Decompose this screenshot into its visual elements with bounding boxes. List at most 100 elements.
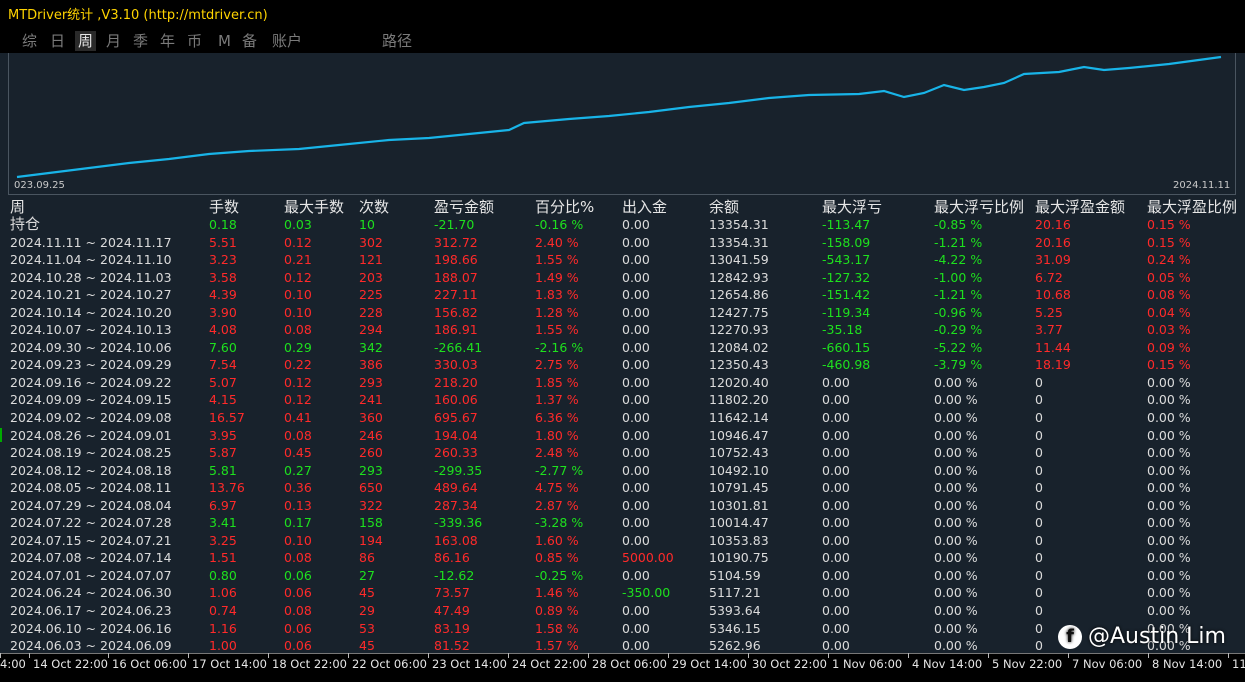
cell-lots: 4.08: [209, 322, 237, 338]
cell-balance: 5117.21: [709, 585, 761, 601]
tab-6[interactable]: 币: [187, 32, 203, 50]
cell-max-lots: 0.12: [284, 374, 312, 390]
col-header-max-lots[interactable]: 最大手数: [284, 198, 345, 216]
table-row[interactable]: 2024.09.09 ~ 2024.09.15 4.15 0.12 241 160.06…: [0, 391, 1245, 409]
cell-max-fp: 0: [1035, 515, 1043, 531]
cell-max-dd-pct: 0.00 %: [934, 585, 978, 601]
table-row[interactable]: 2024.10.28 ~ 2024.11.03 3.58 0.12 203 188.07…: [0, 269, 1245, 287]
table-row[interactable]: 2024.10.14 ~ 2024.10.20 3.90 0.10 228 156.82…: [0, 304, 1245, 322]
table-row[interactable]: 2024.07.15 ~ 2024.07.21 3.25 0.10 194 163.08…: [0, 532, 1245, 550]
cell-lots: 5.07: [209, 374, 237, 390]
table-row[interactable]: 2024.06.17 ~ 2024.06.23 0.74 0.08 29 47.49 0.…: [0, 602, 1245, 620]
cell-pnl: 73.57: [434, 585, 470, 601]
cell-balance: 5104.59: [709, 567, 761, 583]
table-row[interactable]: 2024.07.22 ~ 2024.07.28 3.41 0.17 158 -339.3…: [0, 514, 1245, 532]
cell-max-dd: 0.00: [822, 532, 850, 548]
table-row[interactable]: 2024.11.04 ~ 2024.11.10 3.23 0.21 121 198.66…: [0, 251, 1245, 269]
col-header-balance[interactable]: 余额: [709, 198, 740, 216]
cell-pnl: 83.19: [434, 620, 470, 636]
cell-flow: 0.00: [622, 620, 650, 636]
table-row[interactable]: 2024.08.19 ~ 2024.08.25 5.87 0.45 260 260.33…: [0, 444, 1245, 462]
cell-pct: 1.37 %: [535, 392, 579, 408]
table-row[interactable]: 2024.09.23 ~ 2024.09.29 7.54 0.22 386 330.03…: [0, 356, 1245, 374]
time-axis-label: 1 Nov 06:00: [832, 657, 903, 671]
tab-2[interactable]: 周: [75, 31, 97, 51]
table-row[interactable]: 2024.07.29 ~ 2024.08.04 6.97 0.13 322 287.34…: [0, 497, 1245, 515]
col-header-max-drawdown[interactable]: 最大浮亏: [822, 198, 883, 216]
cell-count: 241: [359, 392, 383, 408]
cell-pct: 0.85 %: [535, 550, 579, 566]
time-axis-label: 28 Oct 06:00: [592, 657, 667, 671]
cell-max-dd: 0.00: [822, 462, 850, 478]
col-header-week[interactable]: 周: [10, 198, 26, 216]
cell-pct: 4.75 %: [535, 480, 579, 496]
col-header-max-drawdown-pct[interactable]: 最大浮亏比例: [934, 198, 1025, 216]
table-row[interactable]: 2024.08.26 ~ 2024.09.01 3.95 0.08 246 194.04…: [0, 427, 1245, 445]
table-row[interactable]: 2024.07.01 ~ 2024.07.07 0.80 0.06 27 -12.62 -…: [0, 567, 1245, 585]
cell-balance: 10353.83: [709, 532, 769, 548]
cell-pct: 1.57 %: [535, 638, 579, 654]
cell-max-dd: 0.00: [822, 638, 850, 654]
table-row[interactable]: 2024.10.07 ~ 2024.10.13 4.08 0.08 294 186.91…: [0, 321, 1245, 339]
cell-max-fp: 0: [1035, 638, 1043, 654]
cell-max-lots: 0.08: [284, 322, 312, 338]
cell-flow: 0.00: [622, 252, 650, 268]
tab-5[interactable]: 年: [160, 32, 176, 50]
cell-lots: 6.97: [209, 497, 237, 513]
cell-flow: 0.00: [622, 567, 650, 583]
tab-9[interactable]: 账户: [272, 32, 303, 50]
cell-max-dd-pct: 0.00 %: [934, 532, 978, 548]
tab-3[interactable]: 月: [106, 32, 122, 50]
col-header-pnl[interactable]: 盈亏金额: [434, 198, 495, 216]
table-row[interactable]: 2024.08.12 ~ 2024.08.18 5.81 0.27 293 -299.3…: [0, 462, 1245, 480]
col-header-lots[interactable]: 手数: [209, 198, 240, 216]
tab-10[interactable]: 路径: [382, 32, 413, 50]
cell-max-dd: 0.00: [822, 567, 850, 583]
table-row[interactable]: 2024.09.16 ~ 2024.09.22 5.07 0.12 293 218.20…: [0, 374, 1245, 392]
position-row[interactable]: 持仓 0.18 0.03 10 -21.70 -0.16 % 0.00 13354.31 -11…: [0, 216, 1245, 234]
cell-pnl: 86.16: [434, 550, 470, 566]
axis-tick: [1148, 653, 1149, 658]
cell-max-dd: 0.00: [822, 515, 850, 531]
cell-max-lots: 0.12: [284, 392, 312, 408]
cell-flow: 0.00: [622, 638, 650, 654]
cell-label: 2024.10.14 ~ 2024.10.20: [10, 304, 172, 320]
col-header-deposit-withdraw[interactable]: 出入金: [622, 198, 668, 216]
col-header-max-floating-profit[interactable]: 最大浮盈金额: [1035, 198, 1126, 216]
table-row[interactable]: 2024.06.24 ~ 2024.06.30 1.06 0.06 45 73.57 1.…: [0, 584, 1245, 602]
table-row[interactable]: 2024.07.08 ~ 2024.07.14 1.51 0.08 86 86.16 0.…: [0, 549, 1245, 567]
axis-tick: [428, 653, 429, 658]
cell-flow: 0.00: [622, 217, 650, 232]
table-row[interactable]: 2024.09.02 ~ 2024.09.08 16.57 0.41 360 695.6…: [0, 409, 1245, 427]
cell-lots: 1.06: [209, 585, 237, 601]
tab-8[interactable]: 备: [242, 32, 258, 50]
col-header-max-floating-profit-pct[interactable]: 最大浮盈比例: [1147, 198, 1238, 216]
cell-max-dd-pct: 0.00 %: [934, 515, 978, 531]
tab-0[interactable]: 综: [22, 32, 38, 50]
cell-max-fp: 6.72: [1035, 269, 1063, 285]
table-row[interactable]: 2024.11.11 ~ 2024.11.17 5.51 0.12 302 312.72…: [0, 234, 1245, 252]
tab-7[interactable]: M: [218, 32, 231, 50]
table-row[interactable]: 2024.09.30 ~ 2024.10.06 7.60 0.29 342 -266.4…: [0, 339, 1245, 357]
tab-4[interactable]: 季: [133, 32, 149, 50]
cell-max-dd: 0.00: [822, 445, 850, 461]
equity-curve-line: [16, 55, 1222, 179]
col-header-count[interactable]: 次数: [359, 198, 390, 216]
cell-max-fp: 0: [1035, 392, 1043, 408]
cell-lots: 16.57: [209, 410, 245, 426]
table-row[interactable]: 2024.06.10 ~ 2024.06.16 1.16 0.06 53 83.19 1.…: [0, 620, 1245, 638]
table-row[interactable]: 2024.10.21 ~ 2024.10.27 4.39 0.10 225 227.11…: [0, 286, 1245, 304]
table-row[interactable]: 2024.06.03 ~ 2024.06.09 1.00 0.06 45 81.52 1.…: [0, 637, 1245, 655]
col-header-percent[interactable]: 百分比%: [535, 198, 595, 216]
cell-flow: 0.00: [622, 392, 650, 408]
tab-1[interactable]: 日: [50, 32, 66, 50]
cell-max-lots: 0.06: [284, 585, 312, 601]
cell-count: 293: [359, 462, 383, 478]
cell-max-lots: 0.12: [284, 234, 312, 250]
cell-max-lots: 0.45: [284, 445, 312, 461]
table-row[interactable]: 2024.08.05 ~ 2024.08.11 13.76 0.36 650 489.6…: [0, 479, 1245, 497]
cell-pnl: 156.82: [434, 304, 478, 320]
axis-tick: [0, 653, 1, 658]
cell-pnl: 287.34: [434, 497, 478, 513]
cell-count: 228: [359, 304, 383, 320]
